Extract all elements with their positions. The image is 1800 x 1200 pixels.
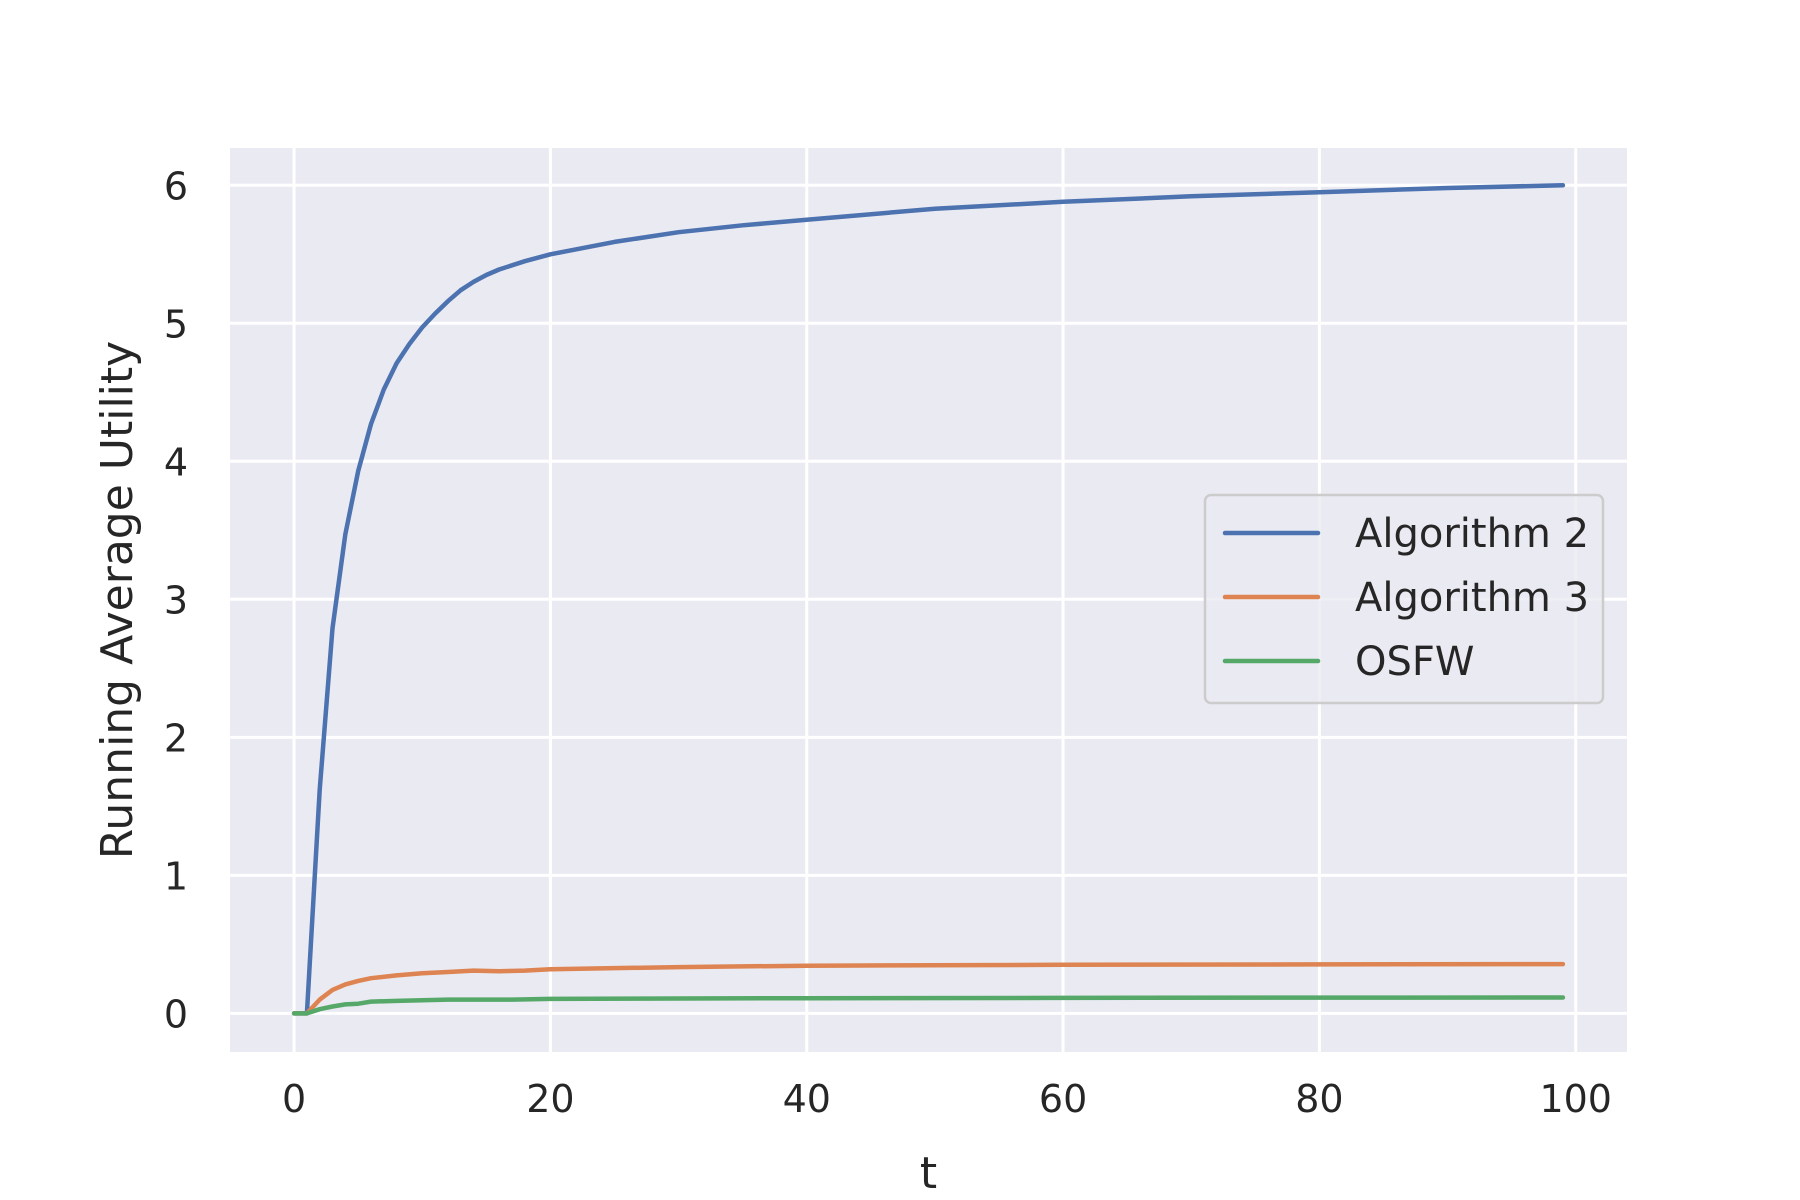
legend-label: OSFW [1355, 639, 1474, 685]
x-tick-label: 40 [783, 1077, 831, 1121]
y-tick-label: 0 [164, 992, 188, 1036]
x-tick-label: 80 [1295, 1077, 1343, 1121]
x-tick-label: 20 [526, 1077, 574, 1121]
series-line-algorithm-3 [291, 961, 1566, 1016]
legend-label: Algorithm 2 [1355, 511, 1589, 557]
y-tick-label: 2 [164, 716, 188, 760]
series-line-osfw [291, 995, 1566, 1016]
x-tick-label: 60 [1039, 1077, 1087, 1121]
series-lines [291, 183, 1566, 1016]
legend-frame [1203, 493, 1605, 705]
y-tick-label: 3 [164, 578, 188, 622]
x-axis-label: t [920, 1148, 937, 1199]
y-tick-label: 6 [164, 164, 188, 208]
y-tick-label: 4 [164, 440, 188, 484]
legend: Algorithm 2 Algorithm 3 OSFW [1203, 493, 1605, 705]
y-tick-label: 5 [164, 302, 188, 346]
x-tick-label: 0 [282, 1077, 306, 1121]
series-line-algorithm-2 [291, 183, 1566, 1016]
y-axis-label: Running Average Utility [92, 341, 143, 859]
x-tick-label: 100 [1539, 1077, 1612, 1121]
y-tick-label: 1 [164, 854, 188, 898]
legend-label: Algorithm 3 [1355, 575, 1589, 621]
tick-labels: 0 20 40 60 80 100 0 1 2 3 4 5 6 [164, 164, 1612, 1121]
